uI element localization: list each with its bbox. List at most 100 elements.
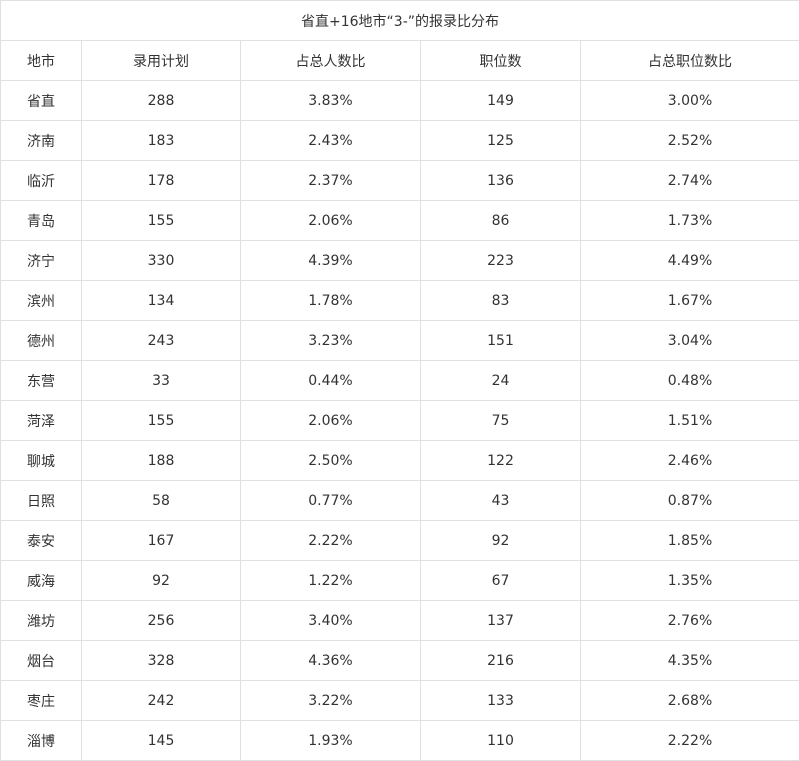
table-cell: 2.43% [240, 120, 421, 161]
table-cell: 3.83% [240, 80, 421, 121]
table-cell: 2.22% [579, 720, 799, 761]
table-cell: 2.37% [240, 160, 421, 201]
table-cell: 151 [420, 320, 581, 361]
table-cell: 菏泽 [0, 400, 82, 441]
table-cell: 243 [81, 320, 241, 361]
table-cell: 青岛 [0, 200, 82, 241]
table-title: 省直+16地市“3-”的报录比分布 [0, 0, 799, 41]
table-cell: 东营 [0, 360, 82, 401]
table-cell: 0.77% [240, 480, 421, 521]
table-cell: 4.35% [579, 640, 799, 681]
table-cell: 83 [420, 280, 581, 321]
table-cell: 155 [81, 400, 241, 441]
table-row: 东营 33 0.44% 24 0.48% [0, 360, 799, 401]
table-cell: 威海 [0, 560, 82, 601]
column-header: 占总职位数比 [579, 40, 799, 81]
table-cell: 133 [420, 680, 581, 721]
table-cell: 136 [420, 160, 581, 201]
table-cell: 2.06% [240, 200, 421, 241]
table-cell: 58 [81, 480, 241, 521]
table-cell: 济南 [0, 120, 82, 161]
table-row: 烟台 328 4.36% 216 4.35% [0, 640, 799, 681]
table-row: 济宁 330 4.39% 223 4.49% [0, 240, 799, 281]
table-cell: 枣庄 [0, 680, 82, 721]
table-cell: 1.22% [240, 560, 421, 601]
table-cell: 0.48% [579, 360, 799, 401]
table-cell: 德州 [0, 320, 82, 361]
column-header: 占总人数比 [240, 40, 421, 81]
table-row: 枣庄 242 3.22% 133 2.68% [0, 680, 799, 721]
table-cell: 3.00% [579, 80, 799, 121]
column-header: 地市 [0, 40, 82, 81]
table-cell: 92 [420, 520, 581, 561]
table-cell: 33 [81, 360, 241, 401]
table-cell: 临沂 [0, 160, 82, 201]
table-cell: 328 [81, 640, 241, 681]
table-cell: 149 [420, 80, 581, 121]
table-row: 临沂 178 2.37% 136 2.74% [0, 160, 799, 201]
table-cell: 1.78% [240, 280, 421, 321]
table-cell: 省直 [0, 80, 82, 121]
table-cell: 1.51% [579, 400, 799, 441]
table-row: 日照 58 0.77% 43 0.87% [0, 480, 799, 521]
table-cell: 1.85% [579, 520, 799, 561]
table-cell: 0.44% [240, 360, 421, 401]
table-cell: 1.93% [240, 720, 421, 761]
table-cell: 145 [81, 720, 241, 761]
table-row: 潍坊 256 3.40% 137 2.76% [0, 600, 799, 641]
header-row: 地市 录用计划 占总人数比 职位数 占总职位数比 [0, 40, 799, 81]
table-cell: 134 [81, 280, 241, 321]
table-cell: 2.06% [240, 400, 421, 441]
column-header: 职位数 [420, 40, 581, 81]
table-cell: 淄博 [0, 720, 82, 761]
table-cell: 4.39% [240, 240, 421, 281]
table-cell: 178 [81, 160, 241, 201]
table-row: 青岛 155 2.06% 86 1.73% [0, 200, 799, 241]
table-cell: 3.23% [240, 320, 421, 361]
table-cell: 110 [420, 720, 581, 761]
table-cell: 3.40% [240, 600, 421, 641]
table-cell: 2.50% [240, 440, 421, 481]
table-cell: 86 [420, 200, 581, 241]
table-cell: 2.68% [579, 680, 799, 721]
title-row: 省直+16地市“3-”的报录比分布 [0, 0, 799, 41]
table-row: 德州 243 3.23% 151 3.04% [0, 320, 799, 361]
table-cell: 2.74% [579, 160, 799, 201]
table-cell: 2.76% [579, 600, 799, 641]
table-cell: 288 [81, 80, 241, 121]
table-cell: 137 [420, 600, 581, 641]
table-cell: 92 [81, 560, 241, 601]
table-cell: 242 [81, 680, 241, 721]
table-cell: 125 [420, 120, 581, 161]
table-cell: 155 [81, 200, 241, 241]
table-row: 泰安 167 2.22% 92 1.85% [0, 520, 799, 561]
table-cell: 24 [420, 360, 581, 401]
table-cell: 滨州 [0, 280, 82, 321]
table-cell: 烟台 [0, 640, 82, 681]
table-row: 淄博 145 1.93% 110 2.22% [0, 720, 799, 761]
table-cell: 2.52% [579, 120, 799, 161]
table-cell: 167 [81, 520, 241, 561]
table-cell: 1.67% [579, 280, 799, 321]
table-cell: 188 [81, 440, 241, 481]
table-cell: 3.04% [579, 320, 799, 361]
table-cell: 223 [420, 240, 581, 281]
table-cell: 75 [420, 400, 581, 441]
table-cell: 济宁 [0, 240, 82, 281]
table-row: 威海 92 1.22% 67 1.35% [0, 560, 799, 601]
table-cell: 泰安 [0, 520, 82, 561]
table-cell: 2.46% [579, 440, 799, 481]
table-cell: 0.87% [579, 480, 799, 521]
table-row: 菏泽 155 2.06% 75 1.51% [0, 400, 799, 441]
table-cell: 1.35% [579, 560, 799, 601]
table-cell: 4.36% [240, 640, 421, 681]
table-cell: 43 [420, 480, 581, 521]
table-cell: 330 [81, 240, 241, 281]
table-cell: 1.73% [579, 200, 799, 241]
table-cell: 3.22% [240, 680, 421, 721]
table-cell: 67 [420, 560, 581, 601]
table-cell: 122 [420, 440, 581, 481]
table-cell: 2.22% [240, 520, 421, 561]
table-row: 济南 183 2.43% 125 2.52% [0, 120, 799, 161]
